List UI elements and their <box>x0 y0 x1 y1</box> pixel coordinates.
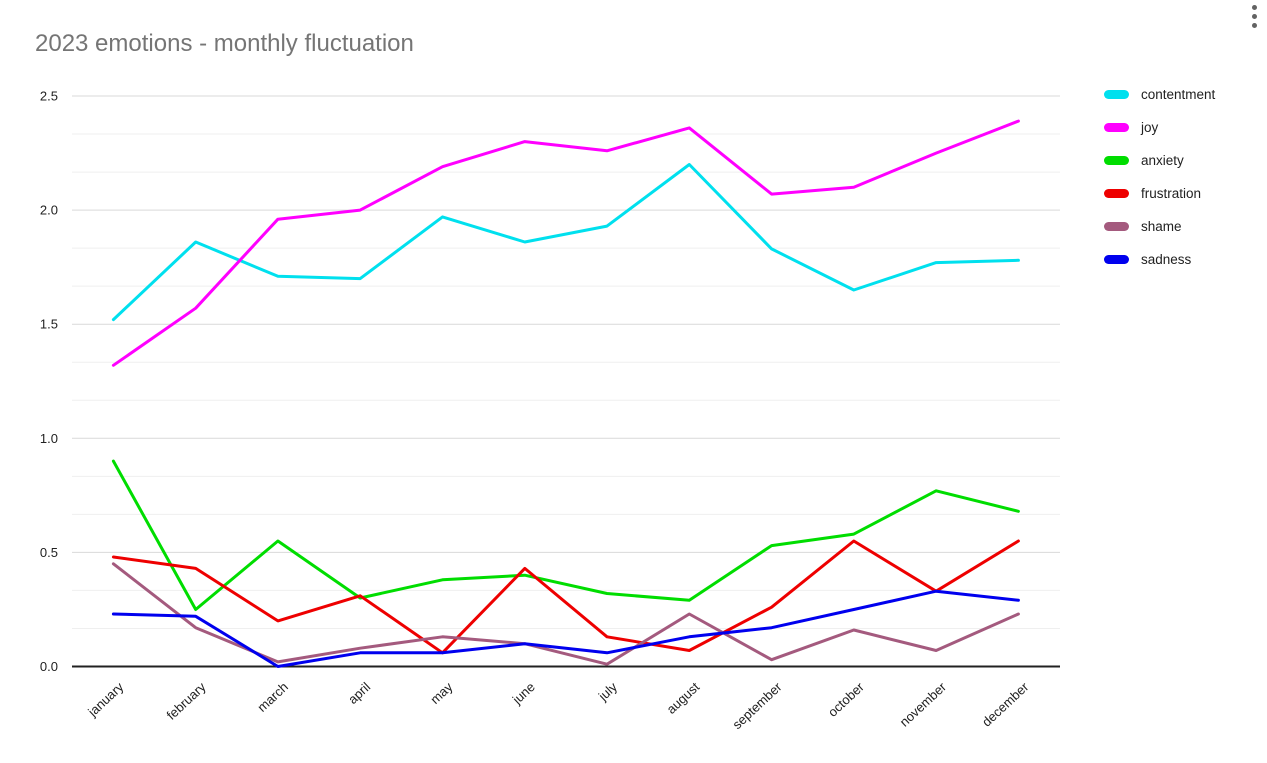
legend-item-frustration[interactable]: frustration <box>1104 177 1215 210</box>
x-axis-month-label: march <box>254 679 291 715</box>
legend-swatch-joy <box>1104 123 1129 132</box>
y-axis-tick-label: 0.0 <box>40 659 58 674</box>
legend-label: shame <box>1141 219 1182 234</box>
legend-item-contentment[interactable]: contentment <box>1104 78 1215 111</box>
y-axis-tick-label: 2.5 <box>40 89 58 104</box>
kebab-dot <box>1251 5 1257 10</box>
legend-label: contentment <box>1141 87 1216 102</box>
x-axis-month-label: october <box>825 679 867 720</box>
chart-legend: contentment joy anxiety frustration shame sad… <box>1104 78 1215 276</box>
x-axis-month-label: may <box>427 679 456 707</box>
y-axis-tick-label: 1.0 <box>40 431 58 446</box>
y-axis-tick-label: 0.5 <box>40 545 58 560</box>
x-axis-month-label: july <box>595 679 621 704</box>
x-axis-month-label: december <box>979 679 1032 730</box>
legend-label: sadness <box>1141 252 1192 267</box>
legend-swatch-frustration <box>1104 189 1129 198</box>
legend-swatch-contentment <box>1104 90 1129 99</box>
legend-label: frustration <box>1141 186 1202 201</box>
legend-swatch-anxiety <box>1104 156 1129 165</box>
series-line-shame <box>111 562 1020 666</box>
series-line-frustration <box>111 539 1020 655</box>
series-line-joy <box>111 119 1020 367</box>
legend-item-anxiety[interactable]: anxiety <box>1104 144 1215 177</box>
x-axis-month-label: august <box>664 679 703 717</box>
legend-item-shame[interactable]: shame <box>1104 210 1215 243</box>
series-line-contentment <box>111 163 1020 322</box>
y-axis-tick-label: 2.0 <box>40 203 58 218</box>
legend-swatch-shame <box>1104 222 1129 231</box>
x-axis-month-label: june <box>509 679 538 707</box>
y-axis-tick-label: 1.5 <box>40 317 58 332</box>
x-axis-month-label: september <box>729 679 785 732</box>
series-line-anxiety <box>111 459 1020 611</box>
kebab-menu-button[interactable] <box>1246 3 1262 30</box>
x-axis-month-label: april <box>345 679 373 707</box>
legend-item-joy[interactable]: joy <box>1104 111 1215 144</box>
legend-label: joy <box>1141 120 1159 135</box>
series-line-sadness <box>111 589 1020 668</box>
x-axis-month-label: january <box>84 679 127 720</box>
kebab-dot <box>1251 14 1257 19</box>
legend-swatch-sadness <box>1104 255 1129 264</box>
x-axis-month-label: november <box>897 679 950 730</box>
legend-label: anxiety <box>1141 153 1184 168</box>
chart-title: 2023 emotions - monthly fluctuation <box>35 30 414 57</box>
plot-area: 0.0 0.5 1.0 1.5 2.0 2.5 january february march ap… <box>40 89 1060 732</box>
x-axis-month-label: february <box>164 679 209 723</box>
legend-item-sadness[interactable]: sadness <box>1104 243 1215 276</box>
kebab-dot <box>1251 23 1257 28</box>
